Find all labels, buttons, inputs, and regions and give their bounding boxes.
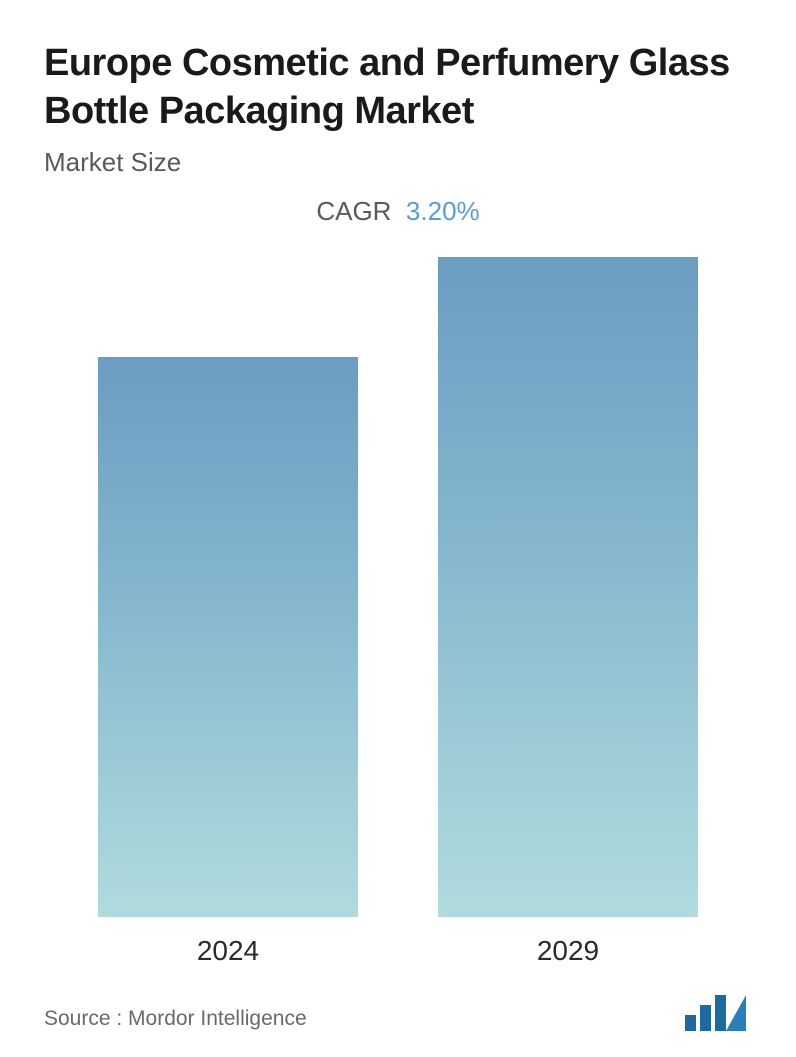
bar-label-2024: 2024 bbox=[197, 935, 259, 967]
chart-subtitle: Market Size bbox=[44, 147, 752, 178]
bar-label-2029: 2029 bbox=[537, 935, 599, 967]
logo-accent-icon bbox=[726, 995, 746, 1031]
bar-group-1: 2029 bbox=[438, 257, 698, 967]
chart-container: Europe Cosmetic and Perfumery Glass Bott… bbox=[0, 0, 796, 1034]
bar-2024 bbox=[98, 357, 358, 917]
bar-2029 bbox=[438, 257, 698, 917]
chart-area: 2024 2029 bbox=[44, 257, 752, 987]
brand-logo bbox=[685, 995, 752, 1031]
logo-bars-icon bbox=[685, 995, 726, 1031]
cagr-row: CAGR 3.20% bbox=[44, 196, 752, 227]
chart-title: Europe Cosmetic and Perfumery Glass Bott… bbox=[44, 40, 752, 135]
bar-group-0: 2024 bbox=[98, 357, 358, 967]
footer-row: Source : Mordor Intelligence bbox=[44, 987, 752, 1057]
cagr-value: 3.20% bbox=[406, 196, 480, 226]
source-text: Source : Mordor Intelligence bbox=[44, 1007, 307, 1031]
cagr-label: CAGR bbox=[316, 196, 391, 226]
